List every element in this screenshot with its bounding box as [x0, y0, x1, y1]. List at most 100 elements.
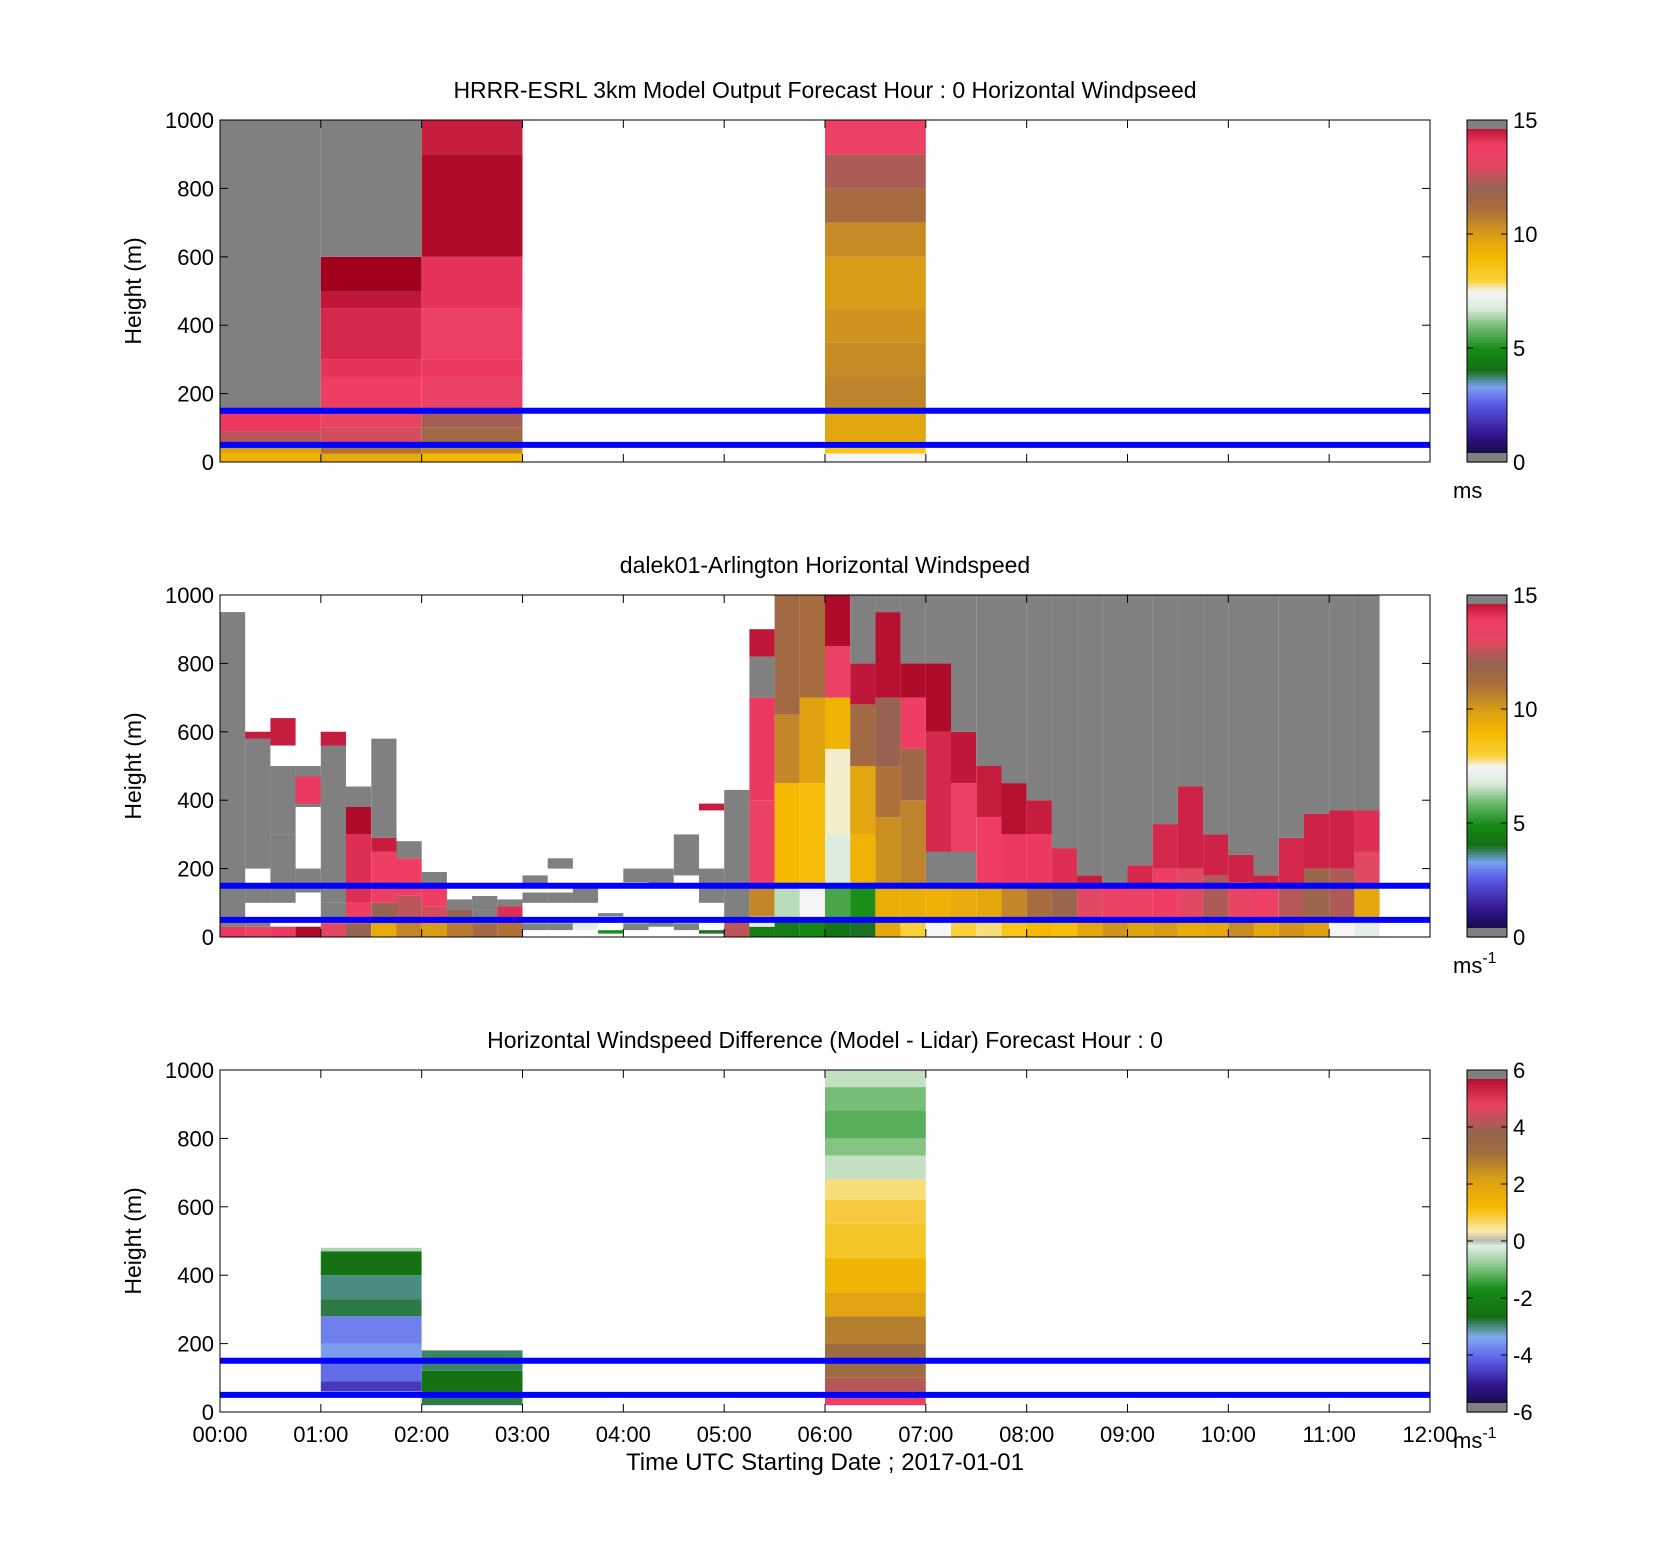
colorbar-swatch	[1467, 427, 1507, 432]
panel-title: dalek01-Arlington Horizontal Windspeed	[620, 552, 1030, 578]
heatmap-cell	[1177, 919, 1204, 937]
colorbar-swatch	[1467, 1252, 1507, 1256]
colorbar-swatch	[1467, 137, 1507, 141]
heatmap-cell	[1051, 595, 1078, 849]
heatmap-cell	[825, 646, 851, 698]
heatmap-cell	[1228, 595, 1254, 855]
x-tick-label: 12:00	[1402, 1422, 1457, 1447]
colorbar-swatch	[1467, 251, 1507, 255]
colorbar-swatch	[1467, 1295, 1507, 1299]
colorbar-swatch	[1467, 299, 1507, 303]
heatmap-cell	[774, 783, 800, 886]
colorbar-swatch	[1467, 1263, 1507, 1268]
heatmap-cell	[1177, 868, 1204, 920]
colorbar-tick-label: 0	[1513, 1229, 1525, 1254]
colorbar-swatch	[1467, 359, 1507, 363]
colorbar-swatch	[1467, 1235, 1507, 1239]
colorbar-swatch	[1467, 1169, 1507, 1174]
colorbar-swatch	[1467, 450, 1507, 455]
colorbar-swatch	[1467, 640, 1507, 645]
x-tick-label: 05:00	[697, 1422, 752, 1447]
heatmap-cell	[421, 256, 523, 309]
heatmap-cell	[774, 919, 800, 937]
colorbar-swatch	[1467, 612, 1507, 616]
colorbar-swatch	[1467, 882, 1507, 887]
colorbar-swatch	[1467, 162, 1507, 167]
heatmap-cell	[421, 923, 447, 937]
colorbar-swatch	[1467, 228, 1507, 232]
heatmap-cell	[825, 1200, 926, 1224]
heatmap-cell	[270, 834, 296, 886]
colorbar-swatch	[1467, 1155, 1507, 1159]
colorbar-swatch	[1467, 711, 1507, 716]
colorbar-swatch	[1467, 1209, 1507, 1214]
heatmap-cell	[421, 120, 523, 155]
heatmap-cell	[547, 892, 573, 903]
heatmap-cell	[799, 783, 825, 886]
colorbar-swatch	[1467, 1215, 1507, 1219]
heatmap-cell	[1329, 868, 1355, 920]
colorbar-swatch	[1467, 823, 1507, 827]
y-tick-label: 800	[177, 1126, 214, 1151]
colorbar-swatch	[1467, 1098, 1507, 1102]
colorbar-swatch	[1467, 1198, 1507, 1202]
heatmap-cell	[320, 1381, 422, 1392]
colorbar-swatch	[1467, 422, 1507, 426]
colorbar-swatch	[1467, 268, 1507, 272]
colorbar-swatch	[1467, 691, 1507, 696]
heatmap-cell	[371, 923, 397, 937]
y-tick-label: 200	[177, 382, 214, 407]
colorbar-swatch	[1467, 623, 1507, 627]
colorbar-swatch	[1467, 1246, 1507, 1251]
colorbar-swatch	[1467, 1394, 1507, 1399]
colorbar-swatch	[1467, 1223, 1507, 1228]
heatmap-cell	[1329, 595, 1355, 811]
colorbar-swatch	[1467, 1078, 1507, 1082]
colorbar-swatch	[1467, 700, 1507, 704]
colorbar-swatch	[1467, 714, 1507, 719]
heatmap-cell	[421, 376, 523, 411]
heatmap-cell	[825, 1070, 926, 1088]
colorbar-cap	[1467, 120, 1507, 129]
colorbar-swatch	[1467, 1175, 1507, 1179]
heatmap-cell	[1329, 810, 1355, 869]
heatmap-cell	[1077, 875, 1103, 886]
colorbar-swatch	[1467, 1369, 1507, 1373]
colorbar-swatch	[1467, 1332, 1507, 1336]
colorbar-swatch	[1467, 854, 1507, 858]
y-tick-label: 200	[177, 1332, 214, 1357]
heatmap-cell	[648, 868, 674, 886]
colorbar-swatch	[1467, 373, 1507, 378]
heatmap-cell	[1304, 595, 1330, 814]
colorbar-swatch	[1467, 157, 1507, 161]
heatmap-cell	[1152, 919, 1178, 937]
colorbar-swatch	[1467, 851, 1507, 855]
colorbar-swatch	[1467, 199, 1507, 204]
colorbar-swatch	[1467, 919, 1507, 924]
heatmap-cell	[825, 697, 851, 749]
colorbar-swatch	[1467, 862, 1507, 867]
heatmap-cell	[1152, 595, 1178, 825]
colorbar-swatch	[1467, 652, 1507, 656]
colorbar-swatch	[1467, 1337, 1507, 1342]
colorbar-swatch	[1467, 877, 1507, 881]
heatmap-cell	[220, 448, 321, 454]
heatmap-cell	[1203, 834, 1229, 876]
heatmap-cell	[1278, 595, 1304, 838]
colorbar-swatch	[1467, 1178, 1507, 1182]
heatmap-cell	[1278, 837, 1304, 886]
heatmap-cell	[673, 834, 699, 876]
heatmap-cell	[320, 410, 422, 428]
colorbar-swatch	[1467, 1355, 1507, 1359]
colorbar-swatch	[1467, 660, 1507, 664]
colorbar-swatch	[1467, 800, 1507, 804]
heatmap-cell	[774, 885, 800, 920]
colorbar-swatch	[1467, 671, 1507, 676]
colorbar-swatch	[1467, 128, 1507, 132]
colorbar-swatch	[1467, 1392, 1507, 1396]
colorbar-swatch	[1467, 1266, 1507, 1271]
colorbar-swatch	[1467, 399, 1507, 403]
heatmap-cell	[270, 766, 296, 835]
colorbar-swatch	[1467, 142, 1507, 147]
heatmap-cell	[900, 595, 926, 664]
